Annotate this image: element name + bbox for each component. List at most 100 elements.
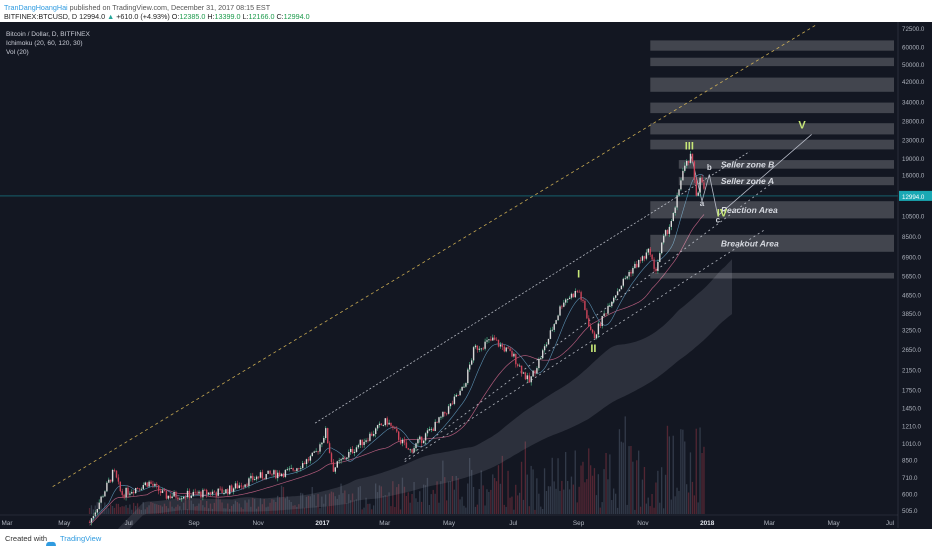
legend: Bitcoin / Dollar, D, BITFINEX Ichimoku (… — [6, 30, 90, 57]
candle-body — [355, 447, 358, 452]
time-tick-label: Nov — [253, 520, 265, 527]
volume-bar — [106, 505, 108, 514]
created-with-text: Created with — [5, 534, 48, 543]
volume-bar — [327, 506, 329, 514]
volume-bar — [378, 485, 381, 514]
volume-bar — [499, 483, 502, 514]
volume-bar — [624, 416, 626, 514]
volume-bar — [553, 481, 555, 514]
candle-body — [666, 230, 669, 234]
volume-bar — [661, 467, 663, 514]
volume-bar — [321, 496, 323, 514]
volume-bar — [670, 499, 672, 514]
volume-bar — [684, 441, 686, 514]
volume-bar — [409, 502, 411, 514]
volume-bar — [615, 493, 617, 514]
volume-bar — [519, 492, 521, 514]
candle-body — [359, 439, 361, 446]
candle-body — [668, 226, 671, 234]
candle-body — [686, 161, 688, 166]
volume-bar — [701, 453, 703, 514]
volume-bar — [173, 508, 175, 514]
volume-bar — [271, 499, 273, 514]
volume-bar — [584, 482, 586, 514]
volume-bar — [513, 509, 515, 514]
time-tick-label: Nov — [637, 520, 649, 527]
candle-body — [423, 440, 425, 444]
volume-bar — [363, 507, 365, 514]
candle-body — [528, 375, 530, 383]
price-tick-label: 6900.0 — [902, 254, 921, 261]
candle-body — [697, 192, 699, 196]
volume-bar — [407, 492, 409, 514]
volume-bar — [207, 508, 210, 514]
volume-bar — [453, 489, 455, 514]
candle-body — [699, 177, 701, 193]
volume-bar — [503, 504, 505, 514]
volume-bar — [398, 484, 400, 514]
volume-bar — [371, 509, 373, 514]
volume-bar — [361, 509, 363, 514]
time-tick-label: May — [828, 520, 841, 527]
volume-bar — [88, 508, 91, 514]
volume-bar — [219, 499, 221, 514]
author-link[interactable]: TranDangHoangHai — [4, 3, 68, 12]
volume-bar — [125, 505, 127, 514]
candle-body — [158, 485, 160, 491]
candle-body — [597, 323, 600, 335]
candle-body — [194, 491, 196, 493]
candle-body — [532, 370, 534, 377]
wave-label: I — [577, 269, 580, 281]
volume-bar — [163, 503, 166, 514]
wave-label: IV — [717, 208, 728, 220]
candle-body — [96, 509, 98, 513]
candle-body — [113, 470, 116, 471]
candle-body — [426, 430, 429, 434]
wave-projection-line — [691, 134, 812, 217]
tradingview-brand[interactable]: TradingView — [60, 534, 102, 543]
volume-bar — [434, 493, 436, 514]
volume-bar — [129, 504, 131, 514]
volume-bar — [442, 460, 444, 514]
volume-bar — [279, 497, 281, 514]
legend-ichimoku[interactable]: Ichimoku (20, 60, 120, 30) — [6, 40, 83, 47]
volume-bar — [399, 509, 402, 514]
candle-body — [651, 254, 653, 260]
volume-bar — [300, 492, 302, 514]
candle-body — [386, 418, 388, 425]
candle-body — [334, 467, 336, 472]
volume-bar — [605, 453, 607, 514]
candle-body — [200, 491, 202, 498]
volume-bar — [338, 494, 340, 514]
time-tick-label: Sep — [188, 520, 200, 527]
candle-body — [430, 428, 432, 430]
volume-bar — [543, 468, 546, 514]
candle-body — [202, 489, 204, 498]
chart-canvas[interactable]: Seller zone B Seller zone A Reaction Area B… — [0, 0, 932, 529]
candle-body — [624, 278, 626, 280]
ichimoku-cloud — [117, 259, 732, 529]
price-zone — [678, 176, 894, 186]
volume-bar — [530, 465, 532, 514]
chart-background — [0, 0, 932, 529]
volume-bar — [657, 470, 659, 514]
volume-bar — [302, 493, 304, 514]
candle-body — [325, 428, 327, 438]
volume-bar — [257, 506, 260, 514]
volume-bar — [634, 509, 636, 514]
candle-body — [271, 473, 273, 475]
candle-body — [457, 394, 459, 396]
candle-body — [630, 272, 632, 274]
volume-bar — [507, 470, 509, 514]
volume-bar — [536, 478, 538, 514]
volume-bar — [234, 500, 237, 514]
candle-body — [595, 334, 598, 339]
candle-body — [568, 297, 571, 299]
candle-body — [659, 253, 661, 262]
volume-bar — [440, 481, 442, 514]
candle-body — [340, 459, 342, 461]
volume-bar — [342, 493, 344, 514]
candle-body — [323, 438, 325, 443]
volume-bar — [148, 505, 150, 514]
legend-volume[interactable]: Vol (20) — [6, 49, 29, 56]
